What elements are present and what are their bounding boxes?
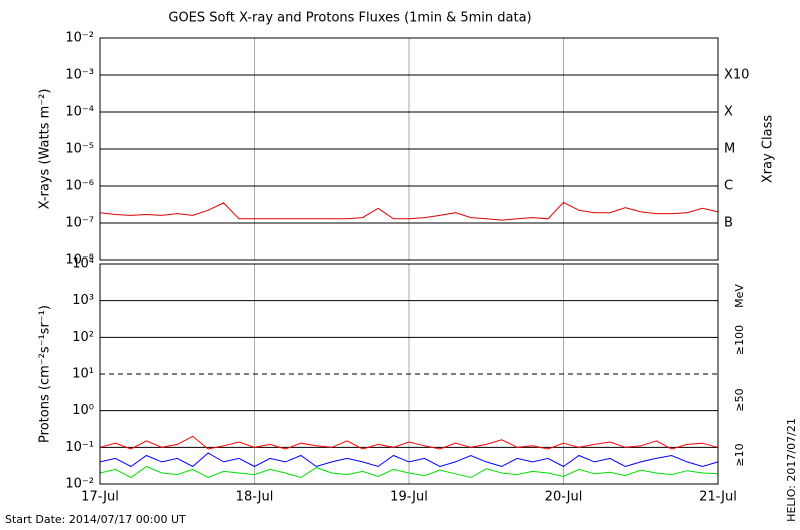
x-tick-label: 21-Jul [699, 490, 737, 505]
y2-axis-label: Xray Class [761, 115, 776, 183]
plot-frame [99, 37, 719, 261]
y2-tick-label: X10 [724, 68, 749, 83]
x-tick-label: 20-Jul [545, 490, 583, 505]
x-tick-label: 19-Jul [390, 490, 428, 505]
y-tick-label: 10⁻⁷ [65, 216, 94, 231]
y-tick-label: 10⁻² [65, 477, 94, 492]
x-tick-label: 18-Jul [236, 490, 274, 505]
y2-tick-label: C [724, 179, 733, 194]
legend-entry: ≥50 [733, 388, 746, 411]
data-line [99, 452, 719, 468]
data-line [99, 435, 719, 450]
y-axis-label: Protons (cm⁻²s⁻¹sr⁻¹) [38, 305, 53, 443]
y-tick-label: 10⁻⁵ [65, 142, 94, 157]
data-line [99, 465, 719, 479]
data-line [99, 201, 719, 221]
y-tick-label: 10⁻³ [65, 68, 94, 83]
y-axis-label: X-rays (Watts m⁻²) [38, 89, 53, 210]
y-tick-label: 10⁻⁶ [65, 179, 94, 194]
legend-title: MeV [733, 284, 746, 308]
y-tick-label: 10⁻¹ [65, 440, 94, 455]
credit: HELIO: 2017/07/21 [785, 418, 798, 522]
y2-tick-label: X [724, 105, 733, 120]
legend-entry: ≥100 [733, 325, 746, 355]
plot-frame [99, 263, 719, 485]
y2-tick-label: M [724, 142, 735, 157]
x-tick-label: 17-Jul [81, 490, 119, 505]
y2-tick-label: B [724, 216, 733, 231]
y-tick-label: 10⁻² [65, 31, 94, 46]
start-date: Start Date: 2014/07/17 00:00 UT [5, 513, 186, 526]
y-tick-label: 10⁻⁸ [65, 253, 94, 268]
y-tick-label: 10⁻⁴ [65, 105, 94, 120]
y-tick-label: 10¹ [72, 367, 94, 382]
y-tick-label: 10⁴ [72, 257, 94, 272]
y-tick-label: 10⁰ [72, 403, 94, 418]
y-tick-label: 10² [72, 330, 94, 345]
y-tick-label: 10³ [72, 293, 94, 308]
legend-entry: ≥10 [733, 443, 746, 466]
chart-title: GOES Soft X-ray and Protons Fluxes (1min… [168, 11, 531, 26]
